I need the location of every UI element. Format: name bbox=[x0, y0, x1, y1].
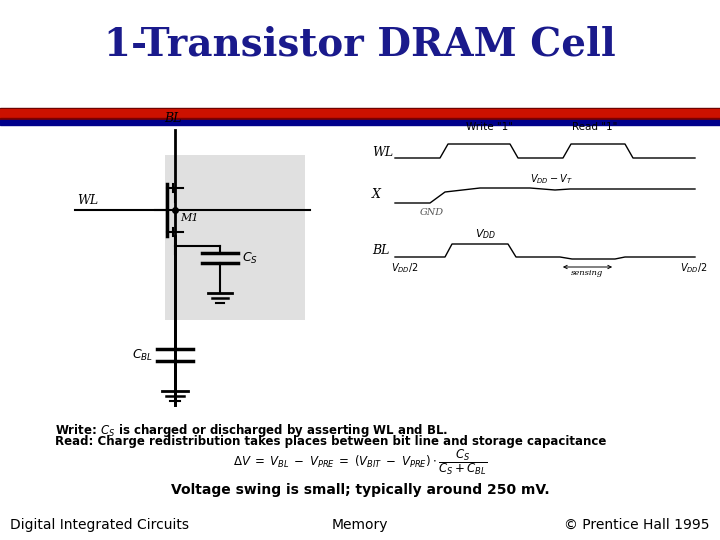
Text: Write "1": Write "1" bbox=[467, 122, 513, 132]
Text: $C_S$: $C_S$ bbox=[242, 251, 258, 266]
Text: $\Delta V \;=\; V_{BL} \;-\; V_{PRE} \;=\; (V_{BIT} \;-\; V_{PRE}) \cdot \dfrac{: $\Delta V \;=\; V_{BL} \;-\; V_{PRE} \;=… bbox=[233, 447, 487, 477]
Text: $C_{BL}$: $C_{BL}$ bbox=[132, 347, 153, 362]
Bar bbox=[0, 120, 720, 125]
Text: © Prentice Hall 1995: © Prentice Hall 1995 bbox=[564, 518, 710, 532]
Text: Memory: Memory bbox=[332, 518, 388, 532]
Text: WL: WL bbox=[372, 145, 393, 159]
Text: sensing: sensing bbox=[572, 269, 603, 277]
Bar bbox=[0, 118, 720, 120]
Text: $V_{DD}/2$: $V_{DD}/2$ bbox=[391, 261, 419, 275]
Text: BL: BL bbox=[372, 244, 390, 256]
Text: Write: $C_S$ is charged or discharged by asserting WL and BL.: Write: $C_S$ is charged or discharged by… bbox=[55, 422, 448, 439]
Text: Read: Charge redistribution takes places between bit line and storage capacitanc: Read: Charge redistribution takes places… bbox=[55, 435, 606, 448]
Bar bbox=[0, 108, 720, 110]
Text: Digital Integrated Circuits: Digital Integrated Circuits bbox=[10, 518, 189, 532]
Text: GND: GND bbox=[420, 208, 444, 217]
Text: X: X bbox=[372, 188, 381, 201]
Text: $V_{DD}$: $V_{DD}$ bbox=[475, 227, 497, 241]
Text: Voltage swing is small; typically around 250 mV.: Voltage swing is small; typically around… bbox=[171, 483, 549, 497]
Text: WL: WL bbox=[77, 194, 98, 207]
Text: $V_{DD}/2$: $V_{DD}/2$ bbox=[680, 261, 708, 275]
Text: BL: BL bbox=[164, 112, 181, 125]
Text: $V_{DD}-V_T$: $V_{DD}-V_T$ bbox=[530, 172, 572, 186]
Text: 1-Transistor DRAM Cell: 1-Transistor DRAM Cell bbox=[104, 26, 616, 64]
Bar bbox=[0, 109, 720, 118]
Text: M1: M1 bbox=[180, 213, 199, 223]
Text: Read "1": Read "1" bbox=[572, 122, 618, 132]
Bar bbox=[165, 155, 305, 320]
